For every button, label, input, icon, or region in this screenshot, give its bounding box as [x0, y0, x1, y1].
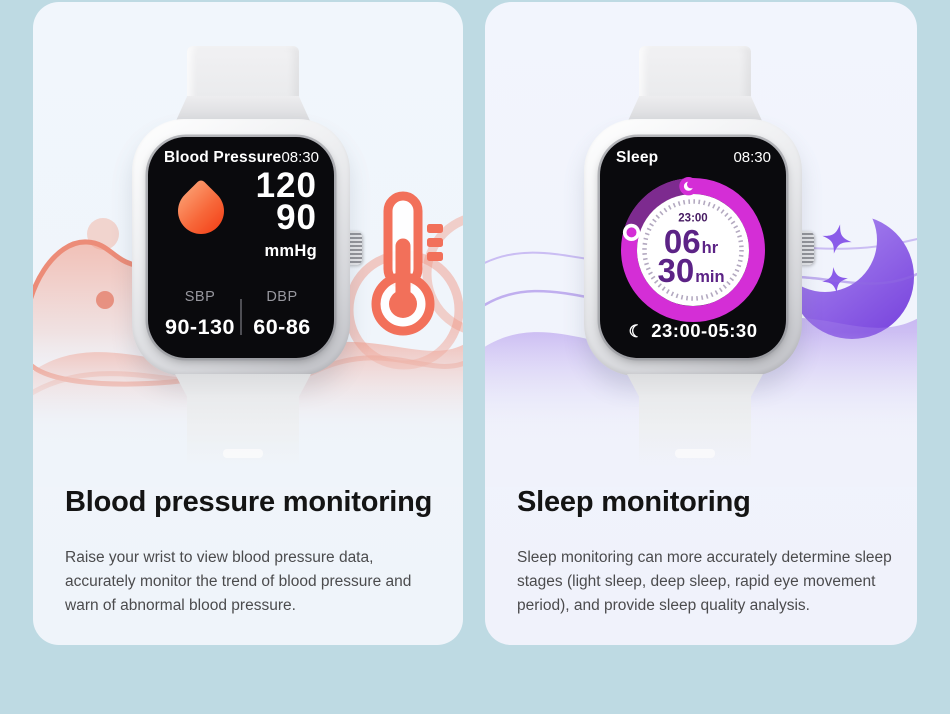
blood-drop-icon	[168, 178, 234, 244]
watch-screen: Sleep 08:30 23:00	[600, 137, 786, 358]
sleep-ring: 23:00 06hr 30min	[621, 177, 765, 322]
watch-lug-bottom	[627, 374, 763, 397]
wake-marker-icon	[622, 223, 641, 242]
smartwatch: Sleep 08:30 23:00	[485, 2, 915, 482]
moon-badge-icon	[679, 177, 698, 196]
diastolic-value: 90	[276, 198, 317, 237]
sleep-hours: 06hr	[664, 223, 719, 260]
watch-lug-bottom	[175, 374, 311, 397]
crescent-moon-icon	[790, 215, 914, 339]
app-title: Blood Pressure	[164, 149, 282, 166]
systolic-value: 120	[255, 166, 317, 205]
watch-case: Blood Pressure 08:30 120 90 mmHg SBP	[132, 119, 350, 376]
watch-strap-bottom	[187, 395, 299, 467]
sleep-period: ☾ 23:00-05:30	[600, 320, 786, 342]
sleep-minutes: 30min	[657, 252, 724, 289]
ring-decoration	[422, 215, 463, 333]
bp-reading: 120 90 mmHg	[255, 166, 317, 261]
status-time: 08:30	[733, 149, 771, 166]
column-label: DBP	[266, 289, 298, 305]
tick-marks	[642, 199, 744, 301]
dot-decoration	[96, 291, 114, 309]
sbp-column: SBP 90-130	[160, 289, 240, 340]
feature-text-block: Blood pressure monitoring Raise your wri…	[65, 486, 441, 618]
screen-header: Blood Pressure 08:30	[164, 149, 319, 167]
column-value: 90-130	[165, 315, 235, 339]
strap-keeper	[675, 449, 715, 458]
unit-label: mmHg	[264, 242, 317, 260]
feature-description: Sleep monitoring can more accurately det…	[517, 549, 892, 614]
watch-screen: Blood Pressure 08:30 120 90 mmHg SBP	[148, 137, 334, 358]
star-icon	[822, 224, 852, 254]
smartwatch: Blood Pressure 08:30 120 90 mmHg SBP	[33, 2, 463, 482]
strap-keeper	[223, 449, 263, 458]
sleep-period-value: 23:00-05:30	[651, 320, 758, 341]
feature-title: Sleep monitoring	[517, 486, 751, 518]
moon-icon: ☾	[628, 322, 645, 341]
feature-text-block: Sleep monitoring Sleep monitoring can mo…	[517, 486, 893, 618]
sleep-panel: Sleep 08:30 23:00	[485, 2, 917, 645]
feature-title: Blood pressure monitoring	[65, 486, 433, 518]
screen-header: Sleep 08:30	[616, 149, 771, 167]
column-label: SBP	[184, 289, 216, 305]
watch-case: Sleep 08:30 23:00	[584, 119, 802, 376]
bedtime-label: 23:00	[678, 213, 707, 225]
watch-lug-top	[175, 96, 311, 123]
feature-description: Raise your wrist to view blood pressure …	[65, 549, 412, 614]
app-title: Sleep	[616, 149, 659, 166]
watch-strap-bottom	[639, 395, 751, 467]
stats-divider	[240, 298, 242, 335]
thermometer-icon	[371, 191, 443, 336]
column-value: 60-86	[253, 315, 311, 339]
blood-pressure-panel: Blood Pressure 08:30 120 90 mmHg SBP	[33, 2, 463, 645]
status-time: 08:30	[281, 149, 319, 166]
watch-lug-top	[627, 96, 763, 123]
bp-stats: SBP 90-130 DBP 60-86	[160, 289, 322, 340]
dbp-column: DBP 60-86	[242, 289, 322, 340]
